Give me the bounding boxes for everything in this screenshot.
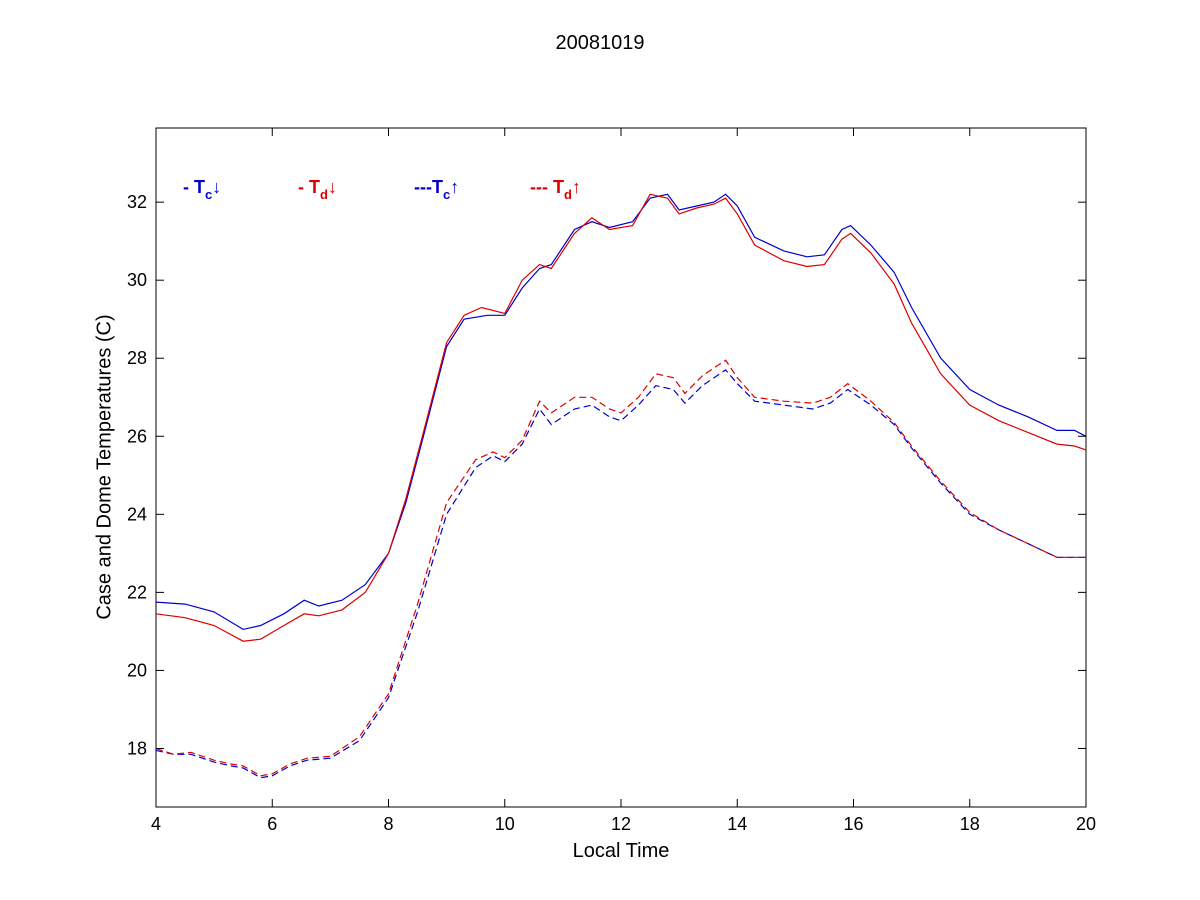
legend-entry-3: ---Tc↑ — [414, 177, 459, 202]
x-tick-label: 6 — [267, 814, 277, 834]
series-line-3 — [155, 369, 1086, 779]
y-tick-label: 22 — [127, 582, 147, 602]
x-tick-label: 12 — [611, 814, 631, 834]
series-line-4 — [155, 359, 1086, 777]
legend: - Tc↓ - Td↓ ---Tc↑ --- Td↑ — [183, 177, 581, 202]
y-tick-label: 18 — [127, 738, 147, 758]
y-tick-label: 24 — [127, 504, 147, 524]
series-line-1 — [155, 193, 1087, 631]
y-tick-label: 26 — [127, 426, 147, 446]
legend-entry-2: - Td↓ — [298, 177, 337, 202]
x-tick-label: 14 — [727, 814, 747, 834]
legend-entry-4: --- Td↑ — [530, 177, 581, 202]
y-axis-label: Case and Dome Temperatures (C) — [93, 314, 116, 620]
y-tick-label: 20 — [127, 660, 147, 680]
x-tick-label: 8 — [383, 814, 393, 834]
chart-title: 20081019 — [555, 32, 645, 54]
axes-box — [155, 127, 1087, 808]
x-tick-label: 20 — [1076, 814, 1096, 834]
y-tick-label: 32 — [127, 192, 147, 212]
x-axis-label: Local Time — [572, 840, 670, 862]
y-tick-label: 30 — [127, 270, 147, 290]
x-tick-label: 10 — [495, 814, 515, 834]
x-tick-label: 18 — [960, 814, 980, 834]
y-tick-label: 28 — [127, 348, 147, 368]
series-layer — [155, 193, 1087, 779]
ticks-layer: 4 6 8 10 12 14 16 18 20 18 20 22 24 26 28 30 32 — [127, 128, 1096, 834]
legend-entry-1: - Tc↓ — [183, 177, 221, 202]
x-tick-label: 4 — [151, 814, 161, 834]
x-tick-label: 16 — [843, 814, 863, 834]
series-line-2 — [155, 193, 1087, 642]
